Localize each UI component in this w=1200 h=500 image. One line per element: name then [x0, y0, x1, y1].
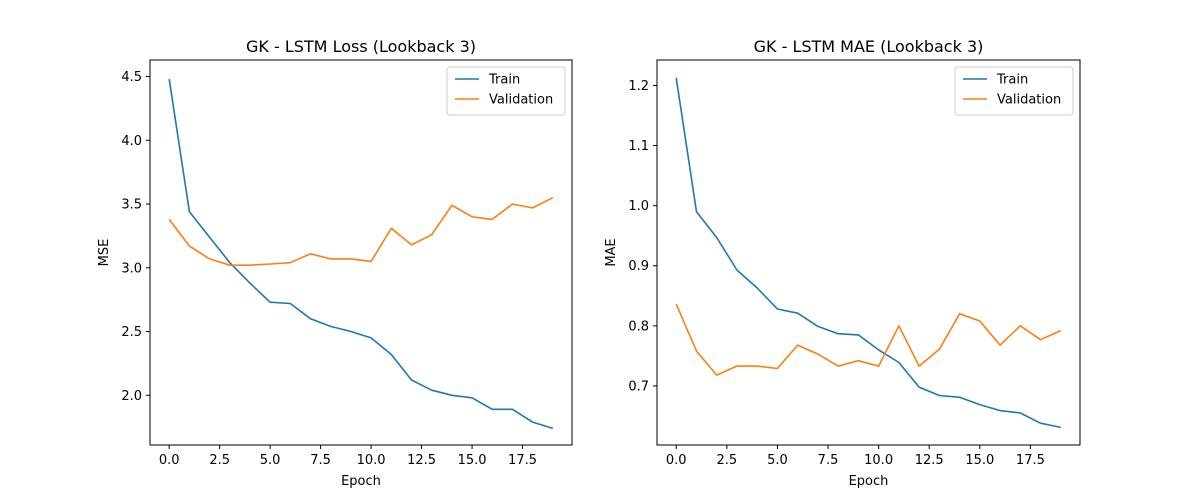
- y-tick-label: 3.0: [121, 261, 142, 276]
- x-tick-label: 12.5: [407, 453, 436, 468]
- x-tick-label: 10.0: [864, 453, 893, 468]
- plot-frame: [149, 59, 573, 446]
- x-tick-label: 17.5: [1016, 453, 1045, 468]
- y-axis-label: MAE: [604, 238, 619, 266]
- x-tick-label: 0.0: [666, 453, 687, 468]
- y-tick-label: 1.0: [628, 199, 649, 214]
- series-line-train: [168, 78, 554, 430]
- legend-label: Validation: [997, 93, 1061, 108]
- legend-label: Train: [996, 73, 1028, 88]
- chart-title: GK - LSTM MAE (Lookback 3): [754, 37, 984, 56]
- x-tick-label: 15.0: [458, 453, 487, 468]
- x-tick-label: 2.5: [209, 453, 230, 468]
- x-axis-label: Epoch: [849, 474, 889, 489]
- y-tick-label: 4.0: [121, 134, 142, 149]
- series-line-train: [675, 77, 1061, 429]
- chart-panel-1: GK - LSTM Loss (Lookback 3) 0.0 2.5 5.0 7.5 1…: [97, 37, 573, 489]
- y-tick-label: 0.8: [628, 319, 649, 334]
- chart-panel-2: GK - LSTM MAE (Lookback 3) 0.0 2.5 5.0 7.5 10…: [604, 37, 1081, 489]
- x-tick-label: 2.5: [716, 453, 737, 468]
- series-line-validation: [675, 303, 1062, 376]
- x-tick-label: 15.0: [965, 453, 994, 468]
- y-tick-label: 0.7: [628, 379, 649, 394]
- y-tick-label: 1.2: [628, 79, 649, 94]
- x-axis-label: Epoch: [341, 474, 381, 489]
- x-tick-label: 7.5: [310, 453, 331, 468]
- y-tick-label: 4.5: [121, 70, 142, 85]
- x-tick-label: 12.5: [915, 453, 944, 468]
- y-axis-label: MSE: [97, 239, 112, 267]
- chart-title: GK - LSTM Loss (Lookback 3): [246, 37, 476, 56]
- legend-label: Validation: [489, 93, 553, 108]
- x-tick-label: 7.5: [818, 453, 839, 468]
- x-tick-label: 5.0: [767, 453, 788, 468]
- legend-label: Train: [488, 73, 520, 88]
- x-tick-label: 10.0: [357, 453, 386, 468]
- x-tick-label: 0.0: [159, 453, 180, 468]
- y-tick-label: 1.1: [628, 139, 649, 154]
- plot-frame: [656, 59, 1081, 446]
- y-tick-label: 0.9: [628, 259, 649, 274]
- x-tick-label: 5.0: [260, 453, 281, 468]
- y-tick-label: 2.0: [121, 389, 142, 404]
- y-tick-label: 2.5: [121, 325, 142, 340]
- y-tick-label: 3.5: [121, 198, 142, 213]
- series-line-validation: [168, 196, 554, 267]
- x-tick-label: 17.5: [508, 453, 537, 468]
